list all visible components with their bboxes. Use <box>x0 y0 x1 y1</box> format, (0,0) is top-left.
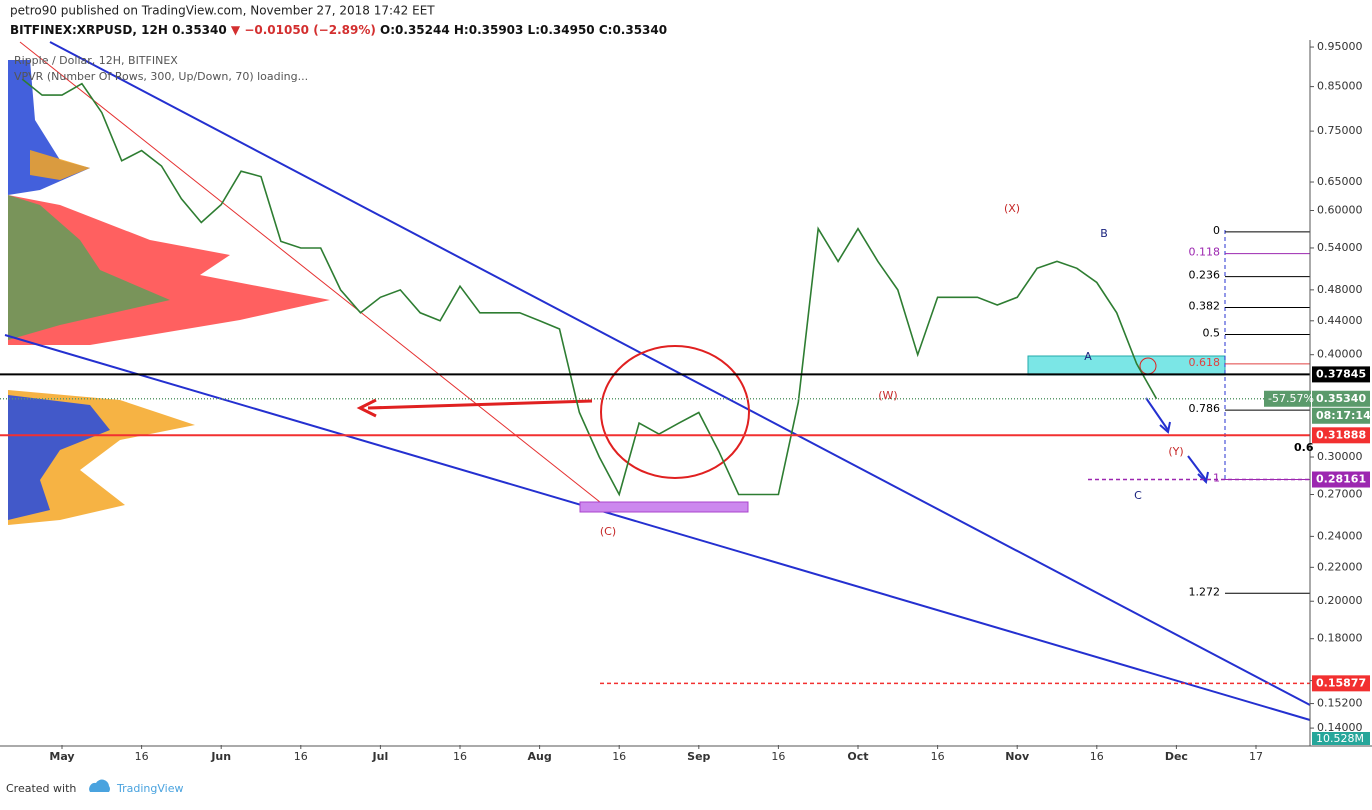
wave-label: (Y) <box>1168 445 1183 458</box>
fib-label: 0.382 <box>1189 300 1221 313</box>
fib-label: 0.118 <box>1189 246 1221 259</box>
countdown-tag <box>1312 407 1370 424</box>
annotations: (X) B A (W) (Y) C (C) 0.6 <box>600 202 1314 538</box>
price-tag-label: 0.31888 <box>1316 428 1366 441</box>
symbol: BITFINEX:XRPUSD, 12H <box>10 23 168 37</box>
volume-profile <box>30 150 90 180</box>
y-tick-label: 0.48000 <box>1317 283 1363 296</box>
publish-line: petro90 published on TradingView.com, No… <box>10 4 435 18</box>
wave-label: A <box>1084 350 1092 363</box>
y-tick-label: 0.24000 <box>1317 529 1363 542</box>
x-tick-label: Jun <box>210 750 231 763</box>
price-tag <box>1312 471 1370 488</box>
volume-tag <box>1312 732 1370 745</box>
x-tick-label: Oct <box>847 750 868 763</box>
x-tick-label: Jul <box>372 750 389 763</box>
y-tick-label: 0.14000 <box>1317 721 1363 734</box>
x-tick-label: 16 <box>135 750 149 763</box>
fib-label: 0.618 <box>1189 356 1221 369</box>
price-tag <box>1312 366 1370 383</box>
price-tag-label: 0.15877 <box>1316 676 1366 689</box>
fib-label: 0.5 <box>1203 327 1221 340</box>
change-tag <box>1264 390 1311 407</box>
y-tick-label: 0.22000 <box>1317 560 1363 573</box>
price-tag-label: 0.28161 <box>1316 473 1366 486</box>
x-tick-label: 16 <box>612 750 626 763</box>
arrow-head <box>1197 471 1209 485</box>
x-tick-label: May <box>49 750 74 763</box>
circle-annotation <box>600 345 750 479</box>
x-tick-label: 16 <box>1090 750 1104 763</box>
price-tag <box>1312 427 1370 444</box>
y-tick-label: 0.60000 <box>1317 203 1363 216</box>
wave-label: (W) <box>878 389 897 402</box>
cut-label: 0.6 <box>1294 441 1314 454</box>
arrow-head <box>1159 421 1171 434</box>
logo <box>89 779 111 792</box>
x-tick-label: Nov <box>1005 750 1030 763</box>
x-tick-label: Aug <box>527 750 551 763</box>
legend: Ripple / Dollar, 12H, BITFINEX <box>14 54 178 67</box>
y-tick-label: 0.20000 <box>1317 594 1363 607</box>
x-tick-label: Sep <box>687 750 710 763</box>
volume-profile <box>8 60 90 195</box>
wave-label: B <box>1100 227 1108 240</box>
volume-tag-label: 10.528M <box>1316 732 1364 745</box>
y-tick-label: 0.44000 <box>1317 314 1363 327</box>
fib-label: 1 <box>1213 472 1220 485</box>
arrow <box>1145 397 1169 431</box>
ohlc: O:0.35244 H:0.35903 L:0.34950 C:0.35340 <box>380 23 667 37</box>
x-tick-label: 17 <box>1249 750 1263 763</box>
fib-label: 0 <box>1213 224 1220 237</box>
arrow <box>367 399 593 410</box>
y-tick-label: 0.40000 <box>1317 348 1363 361</box>
y-tick-label: 0.95000 <box>1317 40 1363 53</box>
countdown-label: 08:17:14 <box>1316 409 1371 422</box>
x-tick-label: 16 <box>294 750 308 763</box>
wave-label: (X) <box>1004 202 1020 215</box>
price-tag-label: 0.35340 <box>1316 392 1366 405</box>
wave-label: (C) <box>600 525 616 538</box>
volume-profile <box>8 395 110 520</box>
zone-box <box>579 501 749 513</box>
y-tick-label: 0.65000 <box>1317 175 1363 188</box>
arrow-head <box>356 398 377 418</box>
price: 0.35340 <box>172 23 227 37</box>
footer-brand[interactable]: TradingView <box>116 782 183 795</box>
x-tick-label: 16 <box>453 750 467 763</box>
fib-label: 1.272 <box>1189 585 1221 598</box>
price-tag <box>1312 390 1370 407</box>
symbol-line: BITFINEX:XRPUSD, 12H 0.35340 ▼ −0.01050 … <box>10 23 667 37</box>
fib-label: 0.786 <box>1189 402 1221 415</box>
arrow <box>1187 455 1207 481</box>
change-tag-label: -57.57% <box>1268 392 1314 405</box>
price-tag <box>1312 675 1370 692</box>
y-tick-label: 0.30000 <box>1317 450 1363 463</box>
trendline <box>19 41 611 511</box>
y-tick-label: 0.75000 <box>1317 124 1363 137</box>
y-tick-label: 0.85000 <box>1317 80 1363 93</box>
x-tick-label: 16 <box>931 750 945 763</box>
wave-label: C <box>1134 489 1142 502</box>
x-tick-label: Dec <box>1165 750 1188 763</box>
price-tag-label: 0.37845 <box>1316 367 1366 380</box>
volume-profile <box>8 195 170 340</box>
legend: VPVR (Number Of Rows, 300, Up/Down, 70) … <box>14 70 308 83</box>
footer-text: Created with <box>6 782 76 795</box>
y-tick-label: 0.27000 <box>1317 487 1363 500</box>
y-tick-label: 0.54000 <box>1317 241 1363 254</box>
y-tick-label: 0.18000 <box>1317 632 1363 645</box>
x-tick-label: 16 <box>771 750 785 763</box>
y-tick-label: 0.15200 <box>1317 697 1363 710</box>
change: ▼ −0.01050 (−2.89%) <box>231 23 376 37</box>
fib-label: 0.236 <box>1189 269 1221 282</box>
